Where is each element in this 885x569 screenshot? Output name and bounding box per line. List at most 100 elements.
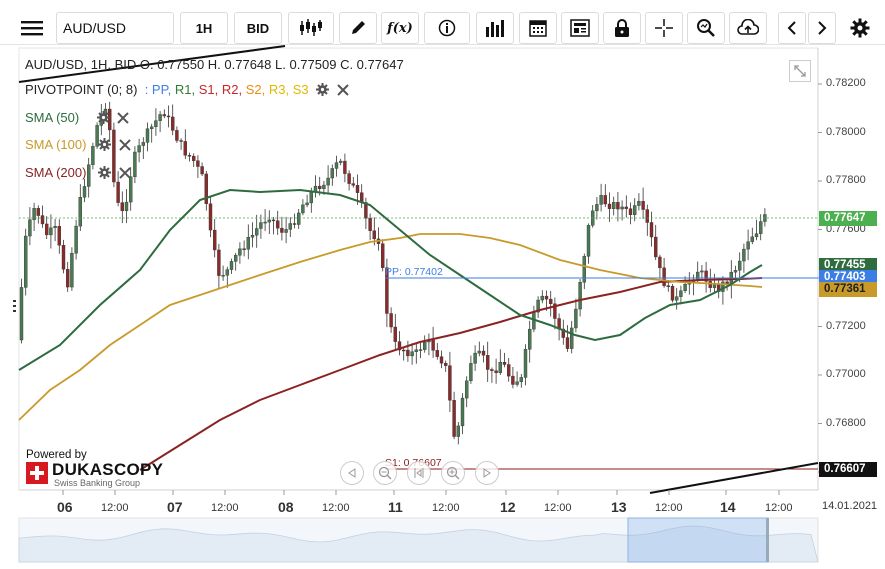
candle-body	[448, 365, 452, 401]
upload-button[interactable]	[729, 12, 767, 44]
pivot-gear-icon[interactable]	[316, 83, 330, 99]
info-icon	[438, 19, 456, 37]
calendar-button[interactable]	[519, 12, 557, 44]
price-tick: 0.78000	[826, 125, 866, 138]
info-button[interactable]	[424, 12, 470, 44]
candle-body	[78, 197, 83, 227]
candle-body	[528, 328, 532, 350]
calendar-icon	[529, 20, 547, 37]
candle-body	[393, 326, 397, 342]
time-tick-hour: 12:00	[544, 502, 572, 514]
candle-body	[565, 337, 570, 349]
candle-body	[32, 208, 36, 220]
scroll-back-button[interactable]	[340, 461, 364, 485]
chart-type-button[interactable]	[288, 12, 334, 44]
price-tick: 0.77200	[826, 319, 866, 332]
candle-body	[410, 351, 414, 357]
candle-body	[183, 141, 188, 156]
trend-line-bottom[interactable]	[649, 462, 819, 494]
sma100-gear-icon[interactable]	[98, 138, 112, 154]
candle-body	[149, 126, 154, 129]
crosshair-button[interactable]	[645, 12, 683, 44]
candle-body	[263, 221, 267, 224]
navigator-window[interactable]	[627, 517, 769, 563]
candle-body	[389, 313, 393, 328]
date-stamp: 14.01.2021	[822, 500, 878, 512]
volume-button[interactable]	[476, 12, 514, 44]
pivot-close-icon[interactable]	[337, 84, 349, 99]
candle-body	[276, 220, 280, 229]
candle-body	[494, 370, 498, 373]
candle-body	[372, 230, 376, 240]
candle-body	[208, 203, 213, 231]
sma100-price-tag: 0.77361	[819, 282, 877, 297]
price-tick: 0.77000	[826, 368, 866, 380]
navigator-handle[interactable]	[766, 518, 769, 562]
candle-body	[616, 202, 620, 210]
lock-button[interactable]	[603, 12, 641, 44]
candle-body	[45, 223, 49, 236]
zoom-out-icon	[378, 466, 392, 480]
pivot-s1-label: S1,	[198, 82, 219, 97]
trend-line-top[interactable]	[18, 45, 286, 83]
sma100-close-icon[interactable]	[118, 139, 131, 154]
candle-body	[250, 234, 255, 238]
candle-body	[654, 236, 658, 258]
expand-icon	[794, 65, 806, 77]
candle-body	[204, 173, 209, 204]
indicators-button[interactable]: f(x)	[381, 12, 419, 44]
candle-body	[166, 115, 171, 118]
candle-body	[662, 267, 666, 286]
navigator-area	[18, 525, 819, 563]
scroll-left-button[interactable]	[778, 12, 806, 44]
settings-button[interactable]	[846, 12, 874, 44]
pivot-legend: PIVOTPOINT (0; 8) : PP, R1, S1, R2, S2, …	[25, 82, 349, 99]
candle-body	[599, 195, 603, 205]
scroll-forward-button[interactable]	[475, 461, 499, 485]
candle-body	[670, 285, 675, 301]
pivot-pp-label: PP,	[151, 82, 172, 97]
candle-body	[582, 256, 586, 283]
time-tick-day: 06	[57, 499, 73, 515]
expand-button[interactable]	[789, 60, 811, 82]
reset-view-button[interactable]	[407, 461, 431, 485]
candle-body	[578, 282, 582, 310]
candle-body	[523, 349, 528, 378]
scroll-right-button[interactable]	[808, 12, 836, 44]
candle-body	[53, 226, 57, 228]
zoom-out-button[interactable]	[373, 461, 397, 485]
menu-button[interactable]	[14, 12, 50, 44]
candle-body	[397, 341, 402, 351]
candle-body	[612, 202, 616, 209]
symbol-selector[interactable]: AUD/USD	[56, 12, 174, 44]
sma200-gear-icon[interactable]	[98, 166, 112, 182]
time-tick-hour: 12:00	[322, 502, 350, 514]
candle-body	[603, 195, 607, 205]
candle-body	[170, 116, 175, 131]
candle-body	[540, 295, 544, 301]
price-side-button[interactable]: BID	[234, 12, 282, 44]
sma200-close-icon[interactable]	[118, 167, 131, 182]
candle-body	[624, 206, 628, 209]
timeframe-button[interactable]: 1H	[180, 12, 228, 44]
chevron-left-icon	[787, 21, 796, 35]
candle-body	[40, 215, 45, 225]
candle-body	[696, 271, 700, 281]
zoom-in-icon	[446, 466, 460, 480]
time-tick-day: 08	[278, 499, 294, 515]
sma50-gear-icon[interactable]	[96, 111, 110, 127]
sma50-close-icon[interactable]	[117, 112, 130, 127]
draw-button[interactable]	[339, 12, 377, 44]
lock-icon	[615, 19, 629, 37]
time-tick-hour: 12:00	[765, 502, 793, 514]
candle-body	[318, 185, 322, 189]
panel-resize-handle[interactable]	[13, 300, 16, 314]
candle-body	[355, 185, 360, 193]
candle-body	[297, 212, 301, 225]
time-tick-day: 13	[611, 499, 627, 515]
zoom-in-button[interactable]	[441, 461, 465, 485]
candle-body	[553, 303, 557, 319]
zoom-button[interactable]	[687, 12, 725, 44]
news-button[interactable]	[561, 12, 599, 44]
